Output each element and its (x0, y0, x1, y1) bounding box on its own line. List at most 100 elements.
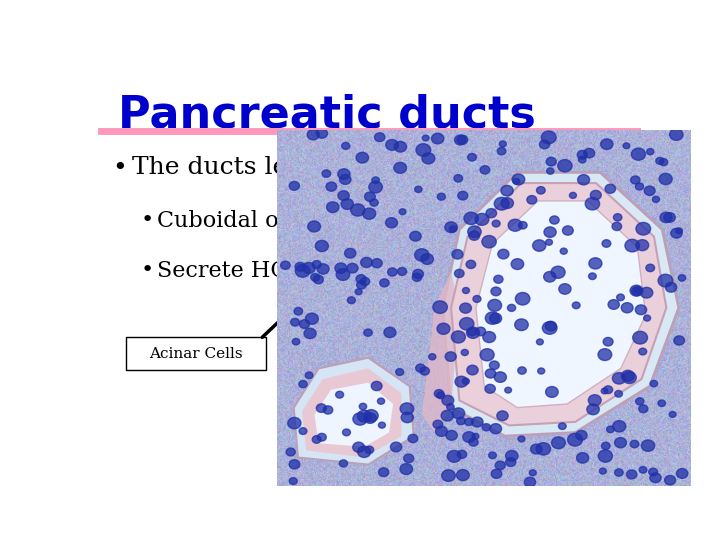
Circle shape (613, 214, 622, 221)
Circle shape (322, 170, 330, 177)
Circle shape (491, 469, 502, 478)
Circle shape (490, 424, 502, 434)
Circle shape (396, 369, 404, 375)
Circle shape (677, 469, 688, 478)
Circle shape (415, 186, 422, 193)
Circle shape (639, 405, 648, 413)
Circle shape (558, 160, 572, 172)
Circle shape (459, 318, 474, 330)
Circle shape (336, 269, 350, 280)
Circle shape (454, 174, 462, 182)
Circle shape (464, 418, 473, 426)
Circle shape (454, 135, 466, 145)
Circle shape (318, 433, 326, 441)
Circle shape (323, 406, 333, 414)
Circle shape (399, 209, 406, 214)
Circle shape (549, 216, 559, 224)
Circle shape (603, 386, 613, 394)
Circle shape (404, 454, 414, 463)
Circle shape (626, 470, 637, 479)
Circle shape (326, 182, 337, 191)
Circle shape (669, 411, 676, 417)
Circle shape (377, 398, 384, 404)
Circle shape (601, 442, 610, 450)
Circle shape (467, 327, 480, 339)
Circle shape (659, 173, 672, 185)
Circle shape (452, 408, 464, 418)
Circle shape (635, 305, 647, 315)
Circle shape (355, 289, 362, 295)
Circle shape (327, 202, 339, 213)
Circle shape (631, 287, 642, 295)
Circle shape (359, 403, 366, 410)
Circle shape (433, 420, 443, 429)
Circle shape (360, 278, 369, 286)
Circle shape (379, 468, 389, 477)
Text: The ducts leading into the duodenum: The ducts leading into the duodenum (132, 156, 606, 179)
Circle shape (647, 148, 654, 155)
Text: Pancreatic Duct: Pancreatic Duct (451, 176, 574, 190)
Circle shape (518, 221, 527, 229)
Circle shape (587, 404, 599, 415)
Circle shape (365, 446, 374, 454)
Circle shape (457, 450, 467, 458)
Circle shape (491, 287, 501, 296)
Circle shape (476, 327, 486, 336)
Circle shape (615, 437, 626, 448)
Circle shape (451, 331, 465, 343)
Circle shape (480, 349, 494, 361)
Circle shape (639, 348, 647, 355)
Circle shape (625, 239, 639, 252)
Circle shape (636, 240, 649, 251)
Circle shape (363, 208, 376, 219)
Circle shape (572, 302, 580, 309)
Circle shape (634, 287, 642, 293)
Circle shape (472, 417, 483, 427)
Circle shape (670, 129, 683, 140)
Circle shape (552, 437, 565, 449)
Circle shape (299, 428, 307, 435)
Circle shape (421, 254, 433, 265)
Circle shape (462, 287, 469, 294)
Circle shape (386, 218, 397, 228)
Circle shape (513, 178, 520, 184)
Circle shape (420, 367, 429, 375)
Circle shape (446, 430, 457, 440)
Circle shape (494, 372, 506, 382)
Circle shape (294, 307, 302, 315)
Circle shape (640, 287, 653, 298)
Circle shape (678, 275, 685, 281)
Circle shape (482, 235, 496, 248)
Circle shape (660, 212, 672, 222)
Circle shape (531, 444, 542, 454)
Circle shape (649, 468, 657, 476)
Circle shape (400, 403, 414, 415)
Circle shape (473, 295, 481, 302)
Circle shape (454, 269, 464, 278)
Circle shape (567, 433, 582, 446)
Circle shape (369, 181, 382, 193)
Circle shape (413, 269, 423, 279)
Circle shape (489, 452, 496, 458)
Circle shape (307, 221, 320, 232)
Circle shape (456, 470, 469, 481)
Circle shape (631, 176, 640, 184)
Circle shape (358, 446, 371, 457)
Circle shape (544, 272, 556, 282)
Circle shape (387, 268, 397, 276)
Circle shape (449, 226, 456, 232)
Circle shape (577, 453, 589, 463)
Circle shape (386, 139, 398, 150)
Circle shape (343, 429, 351, 436)
Circle shape (433, 301, 447, 313)
Circle shape (658, 274, 672, 287)
Circle shape (372, 177, 379, 184)
Circle shape (295, 265, 310, 277)
Circle shape (395, 141, 407, 152)
Text: 3: 3 (282, 266, 293, 284)
Circle shape (415, 249, 429, 261)
Circle shape (361, 258, 372, 267)
Circle shape (498, 249, 509, 259)
Circle shape (317, 264, 329, 274)
Circle shape (529, 470, 536, 476)
